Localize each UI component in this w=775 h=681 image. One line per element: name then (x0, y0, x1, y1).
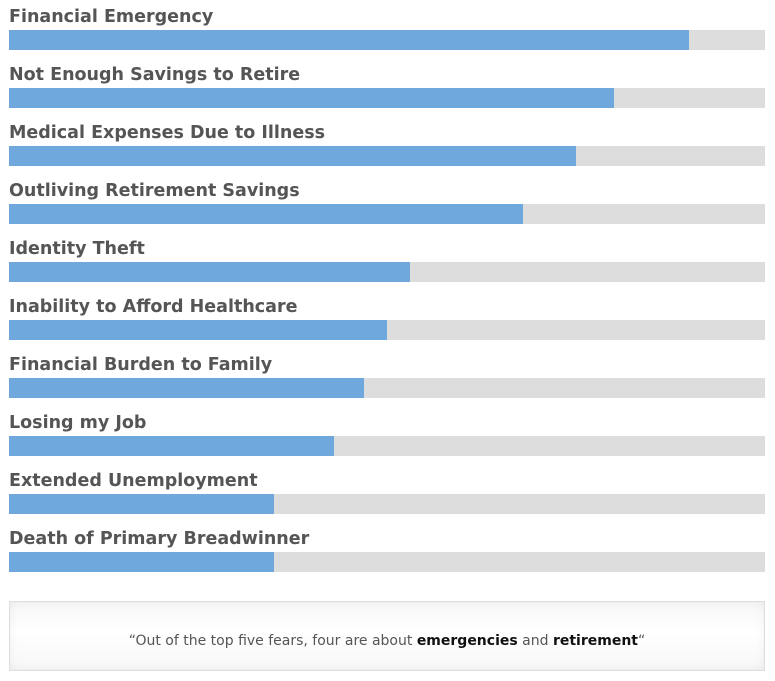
bar-track (9, 146, 765, 166)
bar-track (9, 204, 765, 224)
bar-fill (9, 30, 690, 50)
bar-label: Financial Emergency (9, 7, 214, 27)
bar-track (9, 88, 765, 108)
bar-row: Death of Primary Breadwinner (9, 526, 765, 584)
bar-row: Losing my Job (9, 410, 765, 468)
bar-row: Financial Burden to Family (9, 352, 765, 410)
bar-fill (9, 494, 274, 514)
bar-track (9, 378, 765, 398)
bar-row: Outliving Retirement Savings (9, 178, 765, 236)
bar-row: Financial Emergency (9, 4, 765, 62)
bar-fill (9, 204, 524, 224)
quote-text: “Out of the top five fears, four are abo… (10, 631, 764, 651)
bar-fill (9, 378, 365, 398)
bar-row: Identity Theft (9, 236, 765, 294)
bar-track (9, 262, 765, 282)
quote-emphasis-retirement: retirement (552, 633, 639, 649)
bar-fill (9, 552, 274, 572)
bar-row: Inability to Afford Healthcare (9, 294, 765, 352)
bar-label: Death of Primary Breadwinner (9, 529, 310, 549)
bar-fill (9, 146, 576, 166)
bar-track (9, 30, 765, 50)
quote-text-part-2: and (517, 633, 553, 649)
bar-track (9, 494, 765, 514)
bar-row: Extended Unemployment (9, 468, 765, 526)
bar-row: Medical Expenses Due to Illness (9, 120, 765, 178)
bar-label: Losing my Job (9, 413, 147, 433)
quote-text-part-1: Out of the top five fears, four are abou… (135, 633, 417, 649)
quote-open-mark: “ (128, 633, 136, 649)
fears-bar-chart: Financial Emergency Not Enough Savings to… (9, 4, 765, 584)
bar-track (9, 320, 765, 340)
quote-emphasis-emergencies: emergencies (416, 633, 518, 649)
bar-fill (9, 88, 614, 108)
bar-label: Inability to Afford Healthcare (9, 297, 298, 317)
bar-label: Financial Burden to Family (9, 355, 273, 375)
bar-label: Medical Expenses Due to Illness (9, 123, 326, 143)
bar-track (9, 552, 765, 572)
quote-close-mark: “ (638, 633, 646, 649)
bar-fill (9, 320, 387, 340)
bar-label: Extended Unemployment (9, 471, 258, 491)
bar-row: Not Enough Savings to Retire (9, 62, 765, 120)
bar-fill (9, 262, 410, 282)
bar-label: Not Enough Savings to Retire (9, 65, 301, 85)
bar-label: Identity Theft (9, 239, 145, 259)
bar-track (9, 436, 765, 456)
bar-fill (9, 436, 335, 456)
bar-label: Outliving Retirement Savings (9, 181, 300, 201)
quote-box: “Out of the top five fears, four are abo… (9, 601, 765, 671)
